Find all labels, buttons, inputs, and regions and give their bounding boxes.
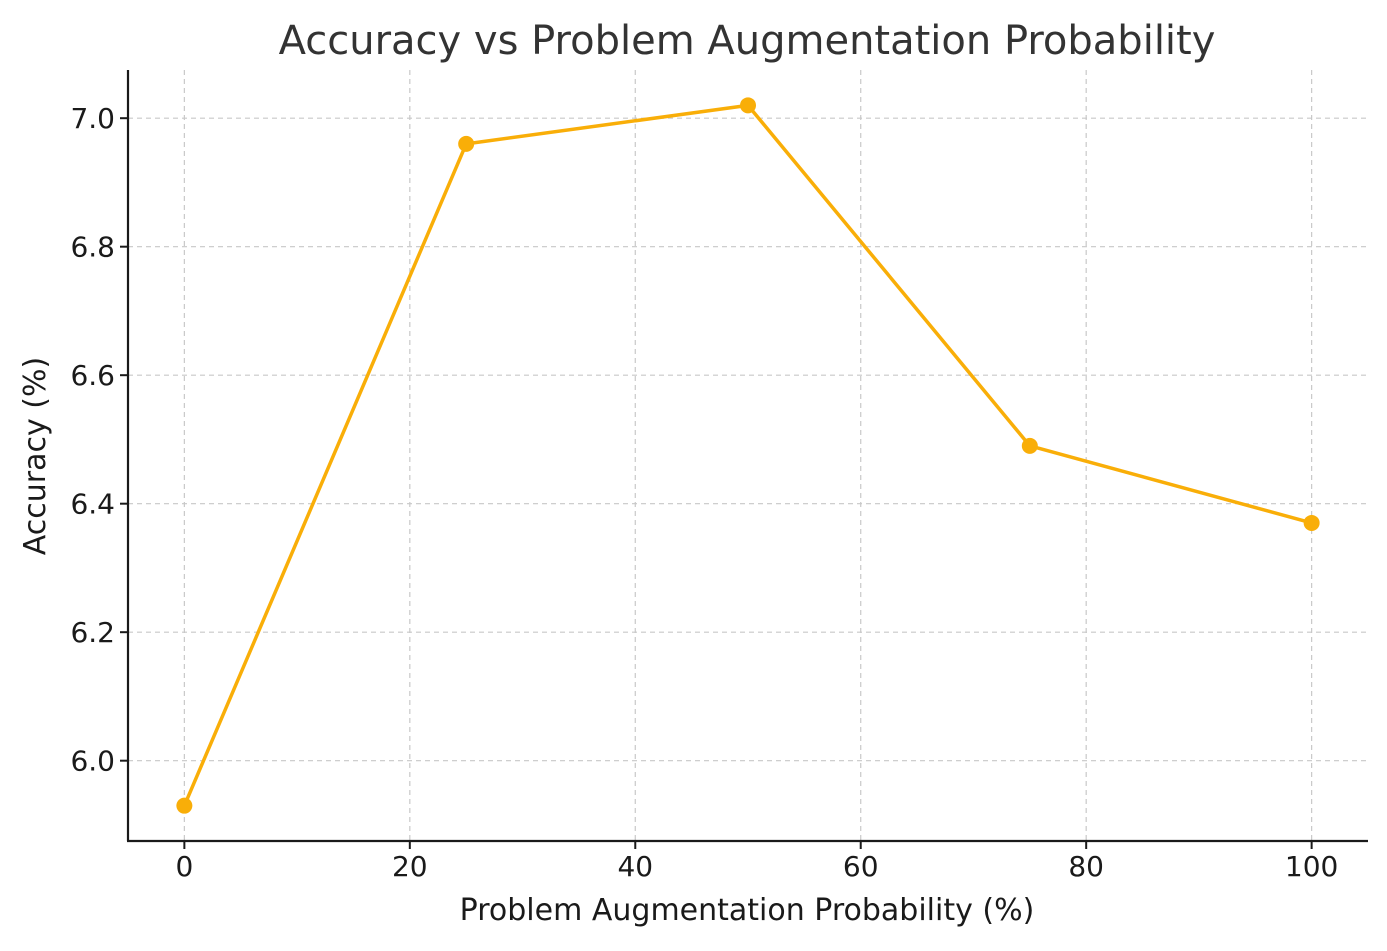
grid bbox=[128, 70, 1368, 841]
axes bbox=[126, 70, 1368, 843]
chart-title: Accuracy vs Problem Augmentation Probabi… bbox=[279, 18, 1216, 64]
y-tick-label: 7.0 bbox=[70, 102, 115, 135]
x-tick-label: 60 bbox=[843, 850, 879, 883]
y-tick-label: 6.6 bbox=[70, 359, 115, 392]
x-tick-label: 20 bbox=[392, 850, 428, 883]
x-axis-label: Problem Augmentation Probability (%) bbox=[460, 893, 1035, 928]
y-tick-label: 6.8 bbox=[70, 231, 115, 264]
data-point bbox=[458, 135, 475, 152]
y-axis-label: Accuracy (%) bbox=[18, 357, 53, 555]
x-tick-label: 0 bbox=[175, 850, 193, 883]
data-point bbox=[1021, 437, 1038, 454]
y-tick-label: 6.2 bbox=[70, 616, 115, 649]
series bbox=[176, 97, 1320, 814]
ticks: 0 20 40 60 80 100 6.0 6.2 6.4 6.6 6.8 7.0 bbox=[70, 102, 1338, 883]
series-line bbox=[182, 103, 1314, 808]
x-tick-label: 80 bbox=[1068, 850, 1104, 883]
x-tick-label: 40 bbox=[617, 850, 653, 883]
data-point bbox=[1303, 514, 1320, 531]
x-tick-label: 100 bbox=[1285, 850, 1338, 883]
y-tick-label: 6.4 bbox=[70, 488, 115, 521]
data-point bbox=[740, 97, 756, 114]
data-point bbox=[176, 797, 193, 814]
y-tick-label: 6.0 bbox=[70, 745, 115, 778]
